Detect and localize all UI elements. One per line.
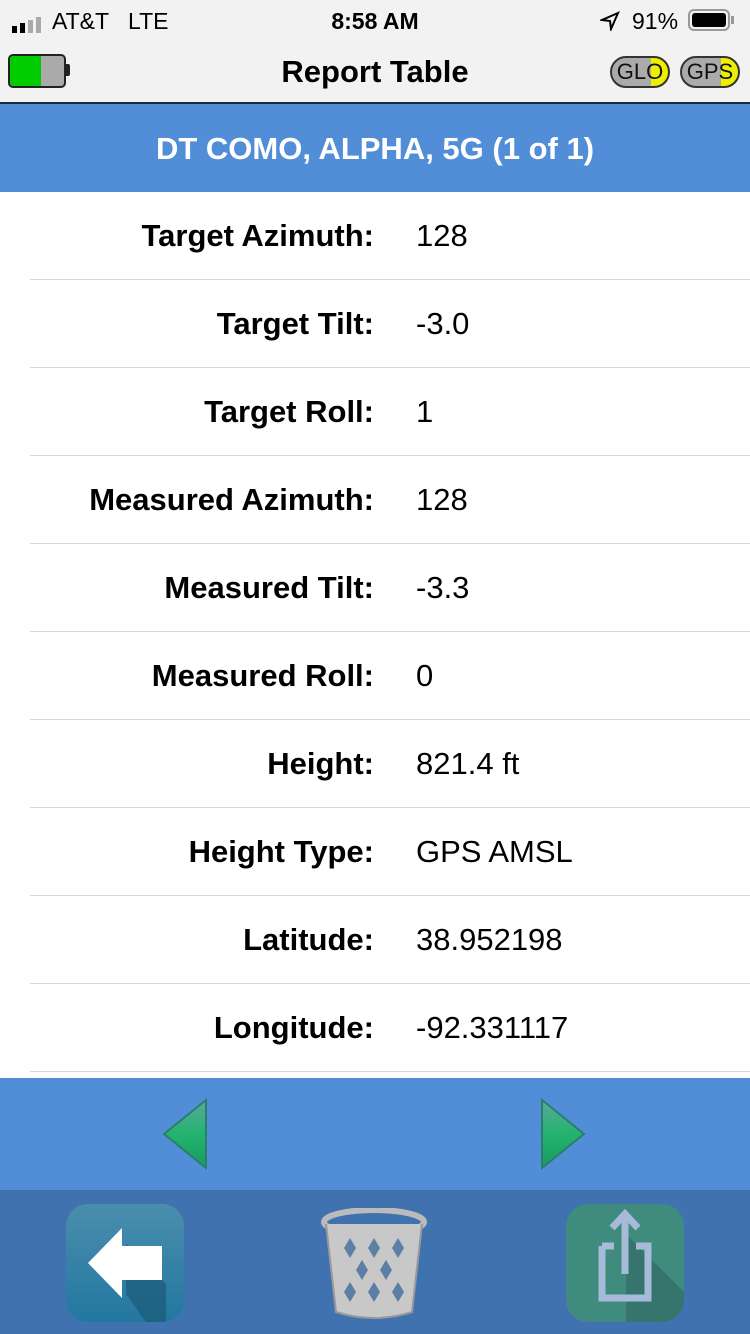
share-button[interactable] xyxy=(566,1204,684,1322)
page-title: Report Table xyxy=(281,54,469,89)
gps-badge: GPS xyxy=(680,56,740,88)
table-row: Height Type: GPS AMSL xyxy=(30,808,750,896)
device-battery-icon xyxy=(8,54,66,88)
table-row: Measured Azimuth: 128 xyxy=(30,456,750,544)
row-label: Target Roll: xyxy=(204,394,374,429)
row-label: Target Azimuth: xyxy=(141,218,375,253)
toolbar xyxy=(0,1190,750,1334)
nav-bar: Report Table GLO GPS xyxy=(0,40,750,104)
time: 8:58 AM xyxy=(331,8,419,34)
table-row: Latitude: 38.952198 xyxy=(30,896,750,984)
row-label: Height: xyxy=(267,746,374,781)
row-value: -92.331117 xyxy=(416,1010,569,1045)
share-icon xyxy=(598,1208,684,1322)
row-label: Latitude: xyxy=(243,922,374,957)
row-value: -3.3 xyxy=(416,570,470,605)
status-bar: AT&T LTE 8:58 AM 91% xyxy=(0,0,750,40)
table-row: Target Roll: 1 xyxy=(30,368,750,456)
row-label: Measured Azimuth: xyxy=(89,482,374,517)
row-label: Longitude: xyxy=(213,1010,374,1045)
report-table: Target Azimuth: 128 Target Tilt: -3.0 Target… xyxy=(0,192,750,1072)
carrier: AT&T xyxy=(52,8,110,34)
table-row: Target Azimuth: 128 xyxy=(30,192,750,280)
battery-icon xyxy=(688,9,736,37)
row-label: Target Tilt: xyxy=(216,306,374,341)
back-button[interactable] xyxy=(66,1204,184,1322)
network: LTE xyxy=(128,8,169,34)
row-label: Measured Roll: xyxy=(151,658,374,693)
table-row: Longitude: -92.331117 xyxy=(30,984,750,1072)
row-value: -3.0 xyxy=(416,306,470,341)
pager-bar xyxy=(0,1078,750,1190)
row-value: 38.952198 xyxy=(416,922,563,957)
row-value: 0 xyxy=(416,658,434,693)
row-label: Measured Tilt: xyxy=(164,570,374,605)
location-icon xyxy=(598,10,620,37)
report-header: DT COMO, ALPHA, 5G (1 of 1) xyxy=(0,104,750,192)
table-row: Measured Roll: 0 xyxy=(30,632,750,720)
triangle-right-icon[interactable] xyxy=(538,1098,588,1170)
table-row: Target Tilt: -3.0 xyxy=(30,280,750,368)
row-label: Height Type: xyxy=(188,834,374,869)
battery-percent: 91% xyxy=(632,8,679,34)
row-value: GPS AMSL xyxy=(416,834,573,869)
row-value: 128 xyxy=(416,482,468,517)
table-row: Measured Tilt: -3.3 xyxy=(30,544,750,632)
glo-badge: GLO xyxy=(610,56,670,88)
arrow-left-icon xyxy=(88,1228,166,1322)
row-value: 1 xyxy=(416,394,434,429)
signal-icon xyxy=(12,12,46,39)
triangle-left-icon[interactable] xyxy=(162,1098,212,1170)
row-value: 821.4 ft xyxy=(416,746,520,781)
trash-basket-icon[interactable] xyxy=(320,1208,428,1320)
battery-nub xyxy=(66,64,70,76)
table-row: Height: 821.4 ft xyxy=(30,720,750,808)
row-value: 128 xyxy=(416,218,468,253)
